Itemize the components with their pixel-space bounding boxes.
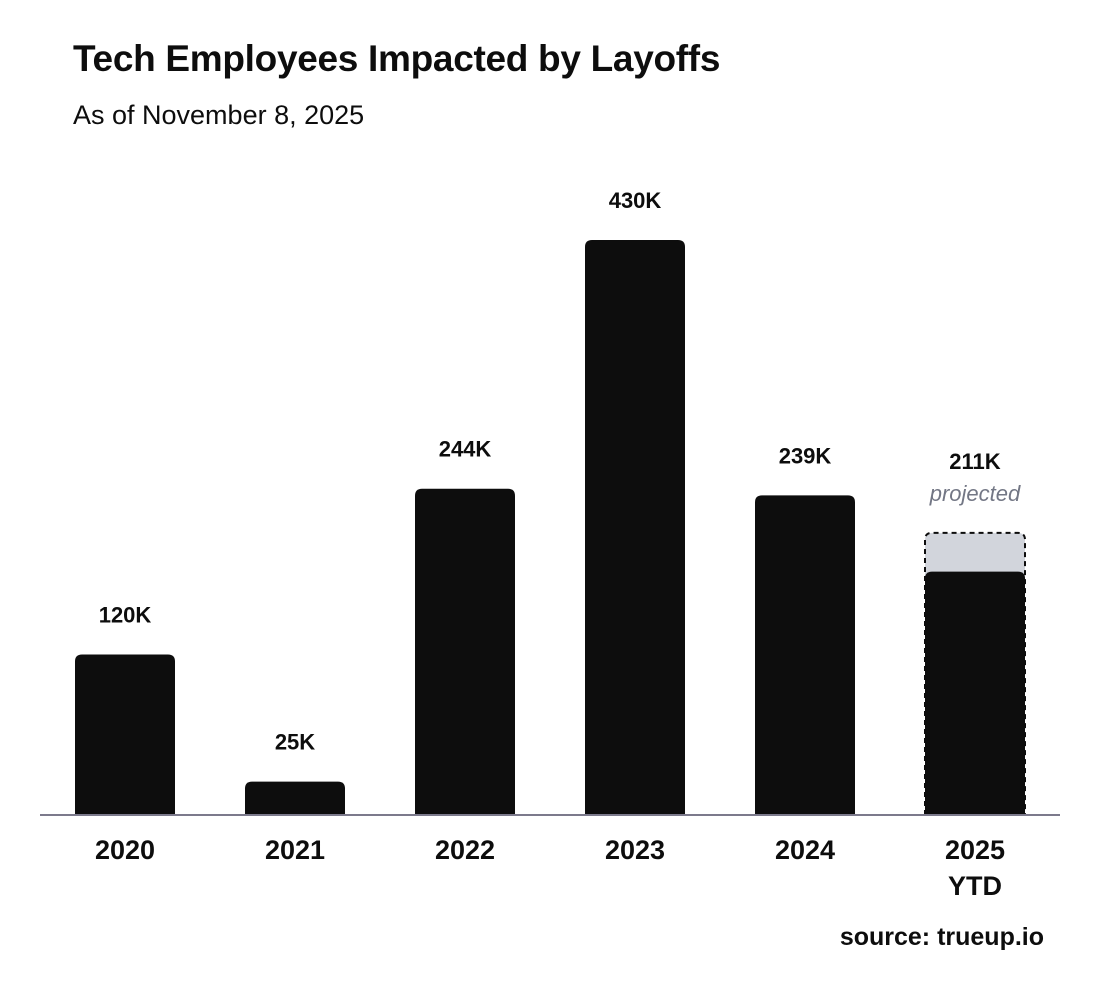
projected-label: projected xyxy=(929,481,1021,506)
chart-title: Tech Employees Impacted by Layoffs xyxy=(73,38,721,79)
x-tick-label: YTD xyxy=(948,871,1002,901)
data-label: 239K xyxy=(779,443,832,468)
x-tick-label: 2021 xyxy=(265,835,325,865)
bar-2021 xyxy=(245,781,345,815)
bar-2025-ytd xyxy=(925,571,1025,815)
bar-2023 xyxy=(585,240,685,815)
data-label: 25K xyxy=(275,730,315,755)
x-tick-label: 2023 xyxy=(605,835,665,865)
x-tick-label: 2024 xyxy=(775,835,835,865)
data-label: 244K xyxy=(439,437,492,462)
x-tick-label: 2022 xyxy=(435,835,495,865)
source-note: source: trueup.io xyxy=(839,923,1044,951)
data-label: 430K xyxy=(609,188,662,213)
bar-2024 xyxy=(755,495,855,815)
bar-2022 xyxy=(415,488,515,815)
data-label: 211K xyxy=(949,449,1000,474)
x-tick-label: 2025 xyxy=(945,835,1005,865)
chart-subtitle: As of November 8, 2025 xyxy=(73,100,365,130)
data-label: 120K xyxy=(99,603,152,628)
bar-2020 xyxy=(75,654,175,815)
x-tick-label: 2020 xyxy=(95,835,155,865)
